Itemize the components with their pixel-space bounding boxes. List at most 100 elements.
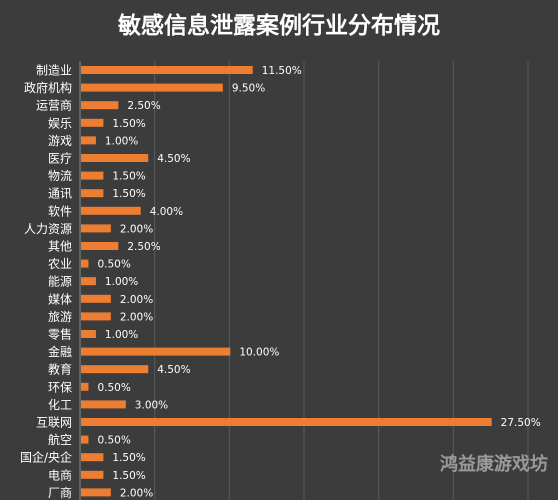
- bar-row: 金融 10.00%: [48, 344, 279, 359]
- category-label: 医疗: [48, 152, 72, 166]
- category-label: 能源: [48, 275, 72, 289]
- bar: [81, 488, 111, 497]
- bar: [81, 83, 223, 92]
- value-label: 1.50%: [112, 118, 145, 130]
- category-label: 政府机构: [24, 80, 72, 95]
- bar: [81, 66, 253, 74]
- value-label: 1.00%: [105, 135, 138, 147]
- category-label: 电商: [48, 467, 72, 482]
- value-label: 2.00%: [120, 294, 153, 306]
- bar-row: 旅游 2.00%: [48, 310, 153, 324]
- value-label: 0.50%: [97, 435, 130, 447]
- value-label: 1.50%: [112, 470, 145, 482]
- bar-row: 医疗 4.50%: [48, 152, 191, 166]
- category-label: 航空: [48, 432, 72, 447]
- value-label: 3.00%: [135, 399, 168, 411]
- bar: [81, 435, 89, 444]
- bar: [81, 101, 119, 110]
- category-label: 教育: [48, 362, 72, 377]
- category-label: 旅游: [48, 310, 72, 324]
- category-label: 人力资源: [24, 222, 72, 236]
- bar-row: 娱乐 1.50%: [48, 116, 146, 130]
- value-label: 0.50%: [97, 259, 130, 271]
- bar-row: 航空 0.50%: [48, 432, 131, 447]
- category-label: 运营商: [36, 98, 72, 113]
- bar-row: 制造业 11.50%: [36, 64, 302, 78]
- value-label: 1.00%: [105, 276, 138, 288]
- category-label: 厂商: [48, 485, 72, 500]
- bar-row: 厂商 2.00%: [48, 485, 153, 500]
- value-label: 2.00%: [120, 311, 153, 323]
- bars: 制造业 11.50% 政府机构 9.50% 运营商 2.50% 娱乐 1.50% 游戏 1.00%…: [20, 64, 541, 500]
- category-label: 媒体: [48, 292, 72, 306]
- value-label: 2.00%: [120, 223, 153, 235]
- bar-row: 能源 1.00%: [48, 275, 138, 289]
- category-label: 金融: [48, 344, 72, 359]
- bar-row: 软件 4.00%: [48, 204, 183, 218]
- category-label: 环保: [48, 380, 72, 394]
- bar-row: 电商 1.50%: [48, 467, 146, 482]
- value-label: 2.00%: [120, 487, 153, 499]
- category-label: 农业: [48, 257, 72, 271]
- bar: [81, 365, 149, 374]
- bar-row: 运营商 2.50%: [36, 98, 161, 113]
- bar-row: 环保 0.50%: [48, 380, 131, 394]
- bar-row: 互联网 27.50%: [36, 416, 541, 430]
- value-label: 2.50%: [127, 100, 160, 112]
- bar: [81, 453, 104, 462]
- category-label: 娱乐: [48, 116, 72, 130]
- value-label: 4.00%: [150, 206, 183, 218]
- category-label: 物流: [48, 169, 72, 183]
- bar: [81, 470, 104, 479]
- value-label: 27.50%: [501, 417, 541, 429]
- bar-row: 零售 1.00%: [48, 327, 138, 342]
- bar: [81, 206, 141, 215]
- category-label: 软件: [48, 204, 72, 218]
- bar: [81, 259, 89, 268]
- bar: [81, 330, 96, 338]
- bar: [81, 347, 231, 356]
- bar: [81, 400, 126, 409]
- bar-row: 物流 1.50%: [48, 169, 146, 183]
- category-label: 其他: [48, 240, 72, 254]
- category-label: 互联网: [36, 416, 72, 430]
- value-label: 4.50%: [157, 364, 190, 376]
- value-label: 9.50%: [232, 83, 265, 95]
- value-label: 10.00%: [239, 347, 279, 359]
- bar-row: 政府机构 9.50%: [24, 80, 265, 95]
- bar-row: 国企/央企 1.50%: [20, 450, 146, 465]
- category-label: 通讯: [48, 187, 72, 201]
- value-label: 1.00%: [105, 329, 138, 341]
- bar: [81, 382, 89, 391]
- value-label: 1.50%: [112, 171, 145, 183]
- bar-row: 教育 4.50%: [48, 362, 191, 377]
- bar: [81, 189, 104, 198]
- value-label: 0.50%: [97, 382, 130, 394]
- bar: [81, 277, 96, 286]
- bar-row: 通讯 1.50%: [48, 187, 146, 201]
- bar: [81, 242, 119, 250]
- bar: [81, 294, 111, 303]
- value-label: 4.50%: [157, 153, 190, 165]
- gridlines: [154, 61, 529, 500]
- bar: [81, 118, 104, 127]
- bar: [81, 312, 111, 321]
- bar-row: 游戏 1.00%: [48, 134, 138, 148]
- category-label: 制造业: [36, 64, 72, 78]
- bar: [81, 418, 492, 426]
- bar-row: 媒体 2.00%: [48, 292, 153, 306]
- bar-row: 其他 2.50%: [48, 240, 161, 254]
- chart-title: 敏感信息泄露案例行业分布情况: [117, 12, 440, 39]
- bar: [81, 171, 104, 180]
- value-label: 2.50%: [127, 241, 160, 253]
- category-label: 国企/央企: [20, 450, 72, 465]
- bar: [81, 154, 149, 162]
- bar-row: 人力资源 2.00%: [24, 222, 153, 236]
- category-label: 零售: [48, 327, 72, 342]
- watermark: 鸿益康游戏坊: [440, 453, 548, 475]
- bar: [81, 136, 96, 145]
- bar-row: 化工 3.00%: [48, 398, 168, 412]
- category-label: 化工: [48, 398, 72, 412]
- category-label: 游戏: [48, 134, 72, 148]
